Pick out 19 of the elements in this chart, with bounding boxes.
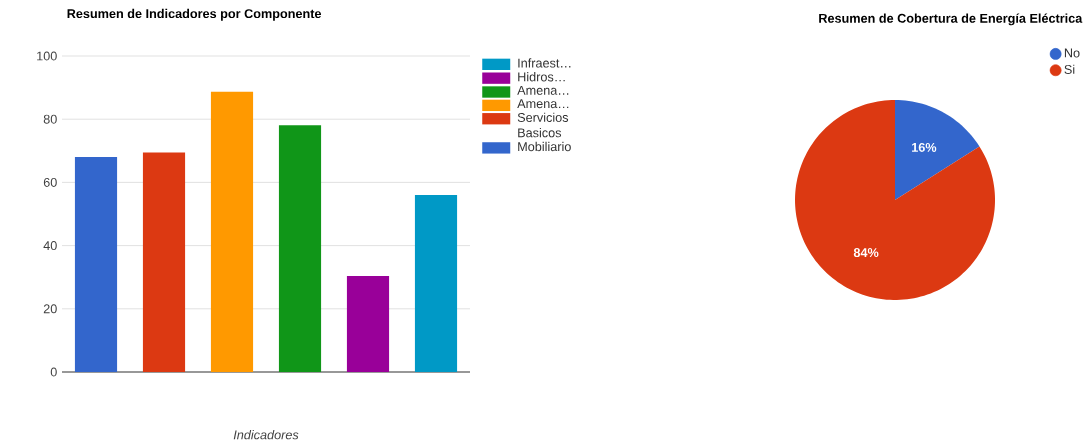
legend-label: Mobiliario — [518, 141, 571, 152]
data-label: 16% — [912, 142, 937, 152]
data-label: 84% — [853, 248, 879, 258]
y-tick-label: 100 — [37, 51, 57, 61]
y-tick-label: 60 — [43, 177, 57, 187]
chart-title: Resumen de Cobertura de Energía Eléctrica — [819, 13, 1083, 26]
legend-label: Amena… — [517, 99, 569, 109]
y-tick-label: 40 — [43, 241, 57, 251]
legend-label: Amena… — [517, 85, 569, 95]
y-tick-label: 0 — [50, 367, 57, 377]
y-tick-label: 80 — [43, 114, 57, 124]
legend-label: No — [1064, 48, 1080, 58]
chart-title: Resumen de Indicadores por Componente — [67, 8, 322, 21]
legend-label: Servicios Basicos — [517, 112, 569, 138]
legend-label: Infraest… — [518, 58, 571, 68]
y-tick-label: 20 — [43, 304, 57, 314]
legend-label: Hidros… — [518, 72, 565, 82]
legend-label: Si — [1064, 64, 1075, 74]
x-axis-title: Indicadores — [233, 430, 299, 440]
